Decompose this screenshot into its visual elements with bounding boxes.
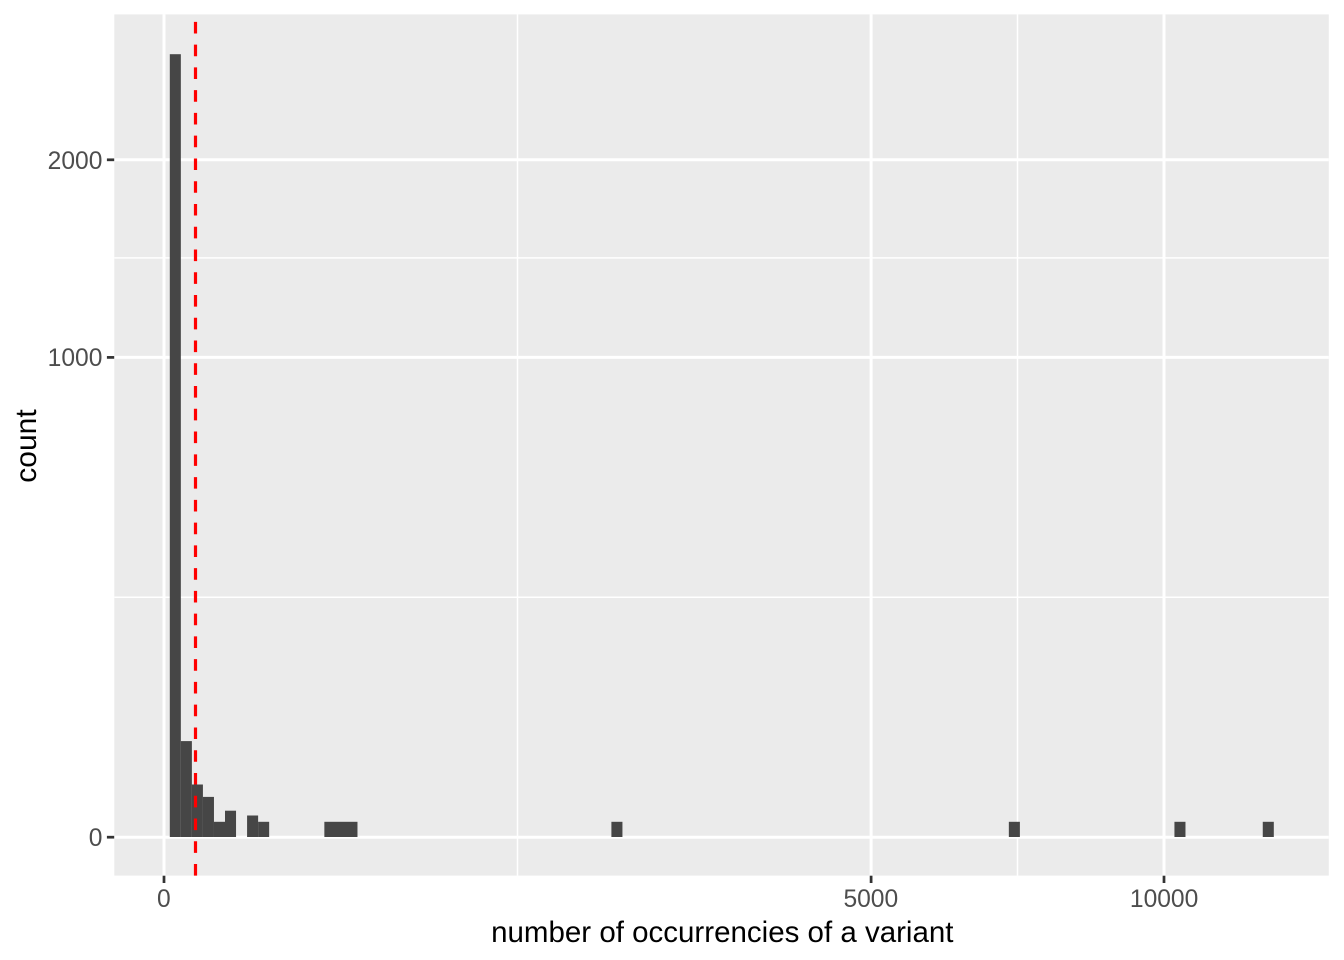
svg-text:10000: 10000 <box>1130 886 1198 913</box>
svg-text:0: 0 <box>89 825 103 852</box>
svg-text:5000: 5000 <box>843 886 898 913</box>
svg-text:count: count <box>10 409 43 483</box>
svg-text:1000: 1000 <box>48 345 103 372</box>
svg-text:2000: 2000 <box>48 148 103 175</box>
svg-text:0: 0 <box>157 886 171 913</box>
svg-text:number of occurrencies of a va: number of occurrencies of a variant <box>491 916 953 949</box>
